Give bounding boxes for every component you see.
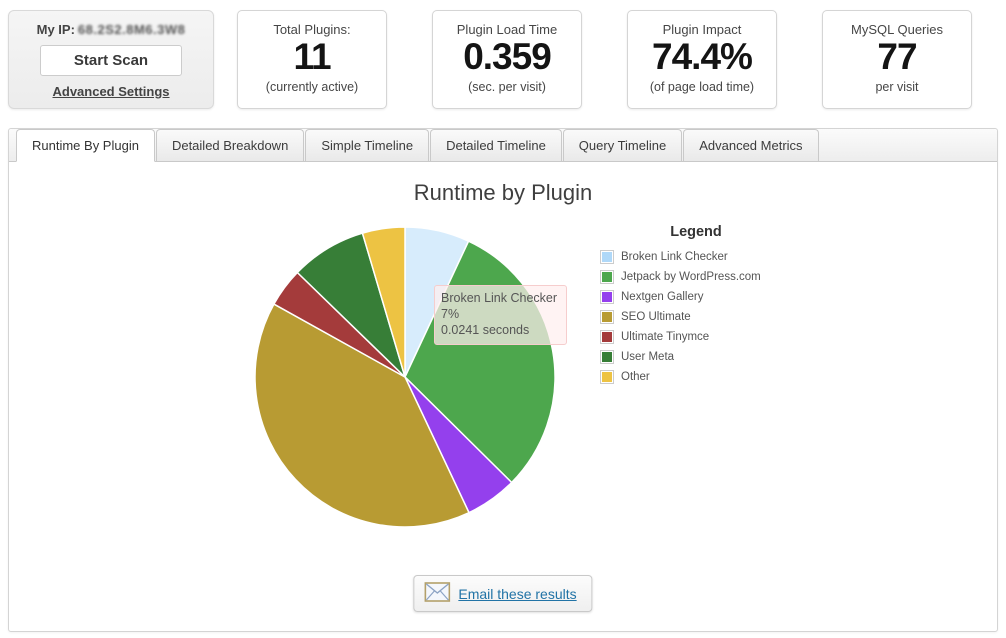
- stat-title: Total Plugins:: [273, 22, 351, 37]
- pie-slice-other[interactable]: [361, 226, 406, 378]
- stat-value: 0.359: [463, 36, 552, 77]
- stat-title: MySQL Queries: [851, 22, 943, 37]
- legend-title: Legend: [670, 224, 722, 240]
- email-results-label: Email these results: [458, 585, 577, 602]
- legend-item-seo-ultimate: SEO Ultimate: [600, 307, 805, 327]
- stat-box-plugin-impact: Plugin Impact 74.4% (of page load time): [627, 10, 777, 109]
- legend-label: Nextgen Gallery: [621, 291, 704, 303]
- results-panel: Runtime By Plugin Detailed Breakdown Simpl…: [8, 128, 998, 632]
- tooltip-seconds: 0.0241 seconds: [441, 323, 530, 337]
- tab-advanced-metrics[interactable]: Advanced Metrics: [683, 129, 819, 161]
- tab-strip: Runtime By Plugin Detailed Breakdown Simpl…: [9, 129, 997, 162]
- stat-title: Plugin Impact: [662, 22, 742, 37]
- stat-subtitle: (currently active): [265, 79, 359, 94]
- my-ip-row: My IP: 68.2S2.8M6.3W8: [9, 22, 213, 37]
- legend-item-jetpack-by-wordpress-com: Jetpack by WordPress.com: [600, 267, 805, 287]
- stat-value: 77: [877, 36, 917, 77]
- chart-title: Runtime by Plugin: [413, 180, 593, 205]
- stat-title: Plugin Load Time: [456, 22, 558, 37]
- email-results-button[interactable]: Email these results: [413, 575, 593, 612]
- start-scan-button[interactable]: Start Scan: [40, 45, 182, 76]
- legend-swatch-broken-link-checker: [600, 250, 614, 264]
- summary-row: My IP: 68.2S2.8M6.3W8 Start Scan Advanced…: [8, 10, 972, 109]
- legend-swatch-user-meta: [600, 350, 614, 364]
- pie-tooltip: Broken Link Checker 7% 0.0241 seconds: [434, 285, 568, 345]
- pie-chart[interactable]: [245, 217, 565, 537]
- pie-slice-seo-ultimate[interactable]: [254, 303, 470, 528]
- stat-subtitle: per visit: [875, 79, 919, 94]
- stat-box-plugin-load-time: Plugin Load Time 0.359 (sec. per visit): [432, 10, 582, 109]
- legend-label: Jetpack by WordPress.com: [621, 271, 761, 283]
- legend-label: Ultimate Tinymce: [621, 331, 710, 343]
- legend-label: SEO Ultimate: [621, 311, 691, 323]
- legend-item-nextgen-gallery: Nextgen Gallery: [600, 287, 805, 307]
- stat-box-total-plugins: Total Plugins: 11 (currently active): [237, 10, 387, 109]
- tooltip-percent: 7%: [441, 307, 460, 321]
- tab-query-timeline[interactable]: Query Timeline: [562, 129, 683, 161]
- stat-value: 74.4%: [652, 36, 753, 77]
- tab-detailed-breakdown[interactable]: Detailed Breakdown: [155, 129, 305, 161]
- legend-item-other: Other: [600, 367, 805, 387]
- stat-boxes: Total Plugins: 11 (currently active) Plugin…: [214, 10, 972, 109]
- legend-items: Broken Link Checker Jetpack by WordPress.…: [600, 247, 805, 387]
- legend: Legend Broken Link Checker Jetpack by Wor…: [600, 224, 805, 387]
- stat-value: 11: [293, 36, 331, 77]
- tooltip-plugin-name: Broken Link Checker: [441, 291, 558, 305]
- advanced-settings-link[interactable]: Advanced Settings: [52, 84, 170, 99]
- legend-swatch-nextgen-gallery: [600, 290, 614, 304]
- legend-item-broken-link-checker: Broken Link Checker: [600, 247, 805, 267]
- stat-box-mysql-queries: MySQL Queries 77 per visit: [822, 10, 972, 109]
- legend-swatch-jetpack-by-wordpress-com: [600, 270, 614, 284]
- legend-item-user-meta: User Meta: [600, 347, 805, 367]
- tab-runtime-by-plugin[interactable]: Runtime By Plugin: [16, 129, 155, 162]
- tab-simple-timeline[interactable]: Simple Timeline: [305, 129, 430, 161]
- stat-subtitle: (sec. per visit): [468, 79, 546, 94]
- legend-item-ultimate-tinymce: Ultimate Tinymce: [600, 327, 805, 347]
- tab-detailed-timeline[interactable]: Detailed Timeline: [430, 129, 562, 161]
- legend-swatch-seo-ultimate: [600, 310, 614, 324]
- my-ip-label: My IP:: [36, 22, 75, 37]
- legend-swatch-ultimate-tinymce: [600, 330, 614, 344]
- stat-subtitle: (of page load time): [649, 79, 755, 94]
- scan-box: My IP: 68.2S2.8M6.3W8 Start Scan Advanced…: [8, 10, 214, 109]
- legend-label: User Meta: [621, 351, 675, 363]
- chart-area: Runtime by Plugin Broken Link Checker 7%…: [9, 162, 997, 632]
- email-icon: [424, 582, 451, 605]
- legend-label: Other: [621, 371, 650, 383]
- legend-swatch-other: [600, 370, 614, 384]
- legend-label: Broken Link Checker: [621, 251, 728, 263]
- my-ip-value-obscured: 68.2S2.8M6.3W8: [77, 22, 186, 37]
